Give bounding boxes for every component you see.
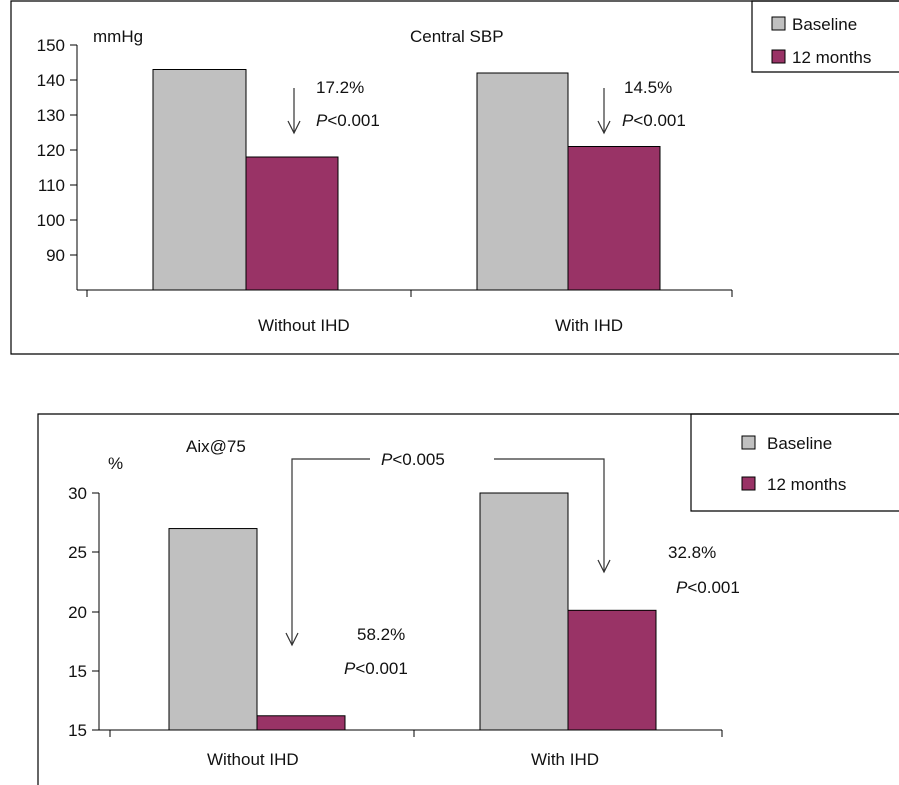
p-value-without-ihd: P<0.001 (316, 111, 380, 130)
bar-with-ihd-baseline (479, 492, 569, 731)
legend-label-12-months: 12 months (767, 475, 846, 494)
p-value-without-ihd: P<0.001 (344, 659, 408, 678)
bar-with-ihd-12-months (567, 146, 661, 291)
bar-with-ihd-12-months (567, 609, 657, 731)
bar-without-ihd-baseline (152, 69, 247, 291)
panel-aix75: Aix@75 % 30 25 20 15 15 Without IHD With IHD… (37, 413, 899, 785)
y-tick-label: 100 (37, 211, 65, 230)
y-tick-label: 110 (38, 176, 65, 195)
bar-without-ihd-baseline (168, 528, 258, 731)
comparison-p-value: P<0.005 (381, 450, 445, 469)
arrow-without-ihd (287, 88, 301, 135)
legend-swatch-12-months (741, 476, 756, 491)
panel-frame (10, 0, 899, 355)
category-label-with-ihd: With IHD (555, 316, 623, 335)
comparison-bracket (285, 458, 611, 647)
legend-label-baseline: Baseline (792, 15, 857, 34)
change-label-without-ihd: 17.2% (316, 78, 364, 97)
y-tick-label: 30 (68, 484, 87, 503)
bar-with-ihd-baseline (476, 72, 569, 291)
panel-frame (37, 413, 899, 785)
legend-label-baseline: Baseline (767, 434, 832, 453)
bar-without-ihd-12-months (256, 715, 346, 731)
legend: Baseline 12 months (690, 413, 899, 512)
y-tick-label: 25 (68, 543, 87, 562)
p-value-with-ihd: P<0.001 (676, 578, 740, 597)
legend-swatch-baseline (741, 435, 756, 450)
x-axis-ticks (109, 730, 723, 737)
y-axis-unit-label: mmHg (93, 27, 143, 46)
legend: Baseline 12 months (751, 0, 899, 73)
y-tick-label: 150 (37, 36, 65, 55)
chart-title: Central SBP (410, 27, 504, 46)
change-label-with-ihd: 32.8% (668, 543, 716, 562)
legend-label-12-months: 12 months (792, 48, 871, 67)
change-label-without-ihd: 58.2% (357, 625, 405, 644)
chart-title: Aix@75 (186, 437, 246, 456)
y-tick-label: 15 (68, 721, 87, 740)
y-tick-label: 130 (37, 106, 65, 125)
arrow-with-ihd (597, 88, 611, 135)
change-label-with-ihd: 14.5% (624, 78, 672, 97)
y-tick-label: 140 (37, 71, 65, 90)
bar-without-ihd-12-months (245, 156, 339, 291)
x-axis-ticks (86, 290, 733, 297)
y-tick-label: 20 (68, 603, 87, 622)
category-label-without-ihd: Without IHD (207, 750, 299, 769)
legend-swatch-12-months (771, 49, 786, 64)
y-axis-ticks: 150 140 130 120 110 100 90 (37, 36, 77, 265)
y-axis-unit-label: % (108, 454, 123, 473)
y-axis-ticks: 30 25 20 15 15 (68, 484, 99, 740)
legend-frame (751, 0, 899, 73)
category-label-without-ihd: Without IHD (258, 316, 350, 335)
legend-swatch-baseline (771, 16, 786, 31)
y-tick-label: 90 (46, 246, 65, 265)
category-label-with-ihd: With IHD (531, 750, 599, 769)
panel-central-sbp: mmHg Central SBP 150 140 130 120 110 100 90 Wi… (10, 0, 899, 355)
legend-frame (690, 413, 899, 512)
y-tick-label: 120 (37, 141, 65, 160)
p-value-with-ihd: P<0.001 (622, 111, 686, 130)
y-tick-label: 15 (68, 662, 87, 681)
